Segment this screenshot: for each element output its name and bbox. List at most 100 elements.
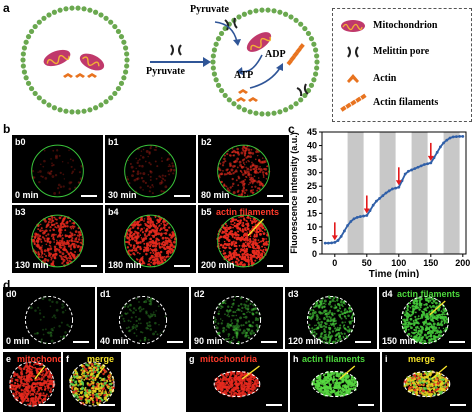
data-point <box>432 156 436 160</box>
tile-annotation: actin filaments <box>216 207 280 217</box>
data-point <box>435 150 439 154</box>
data-point <box>343 229 346 233</box>
event-arrowhead <box>427 155 434 161</box>
data-point <box>397 185 401 189</box>
scale-bar <box>267 265 283 267</box>
tile-label: f <box>66 354 69 364</box>
tile-time: 120 min <box>288 336 322 346</box>
mitochondrion-icon <box>246 32 272 52</box>
data-point <box>355 216 359 219</box>
tile-label: g <box>189 354 195 364</box>
actin-icon <box>347 74 359 83</box>
tile-annotation: actin filaments <box>302 354 366 364</box>
data-point <box>410 168 413 172</box>
y-tick-label: 0 <box>312 249 317 259</box>
data-point <box>375 199 378 203</box>
data-point <box>419 164 423 168</box>
micrograph-image <box>213 365 261 398</box>
adp-label: ADP <box>265 49 286 60</box>
x-tick-label: 150 <box>423 258 438 268</box>
tile-label: d2 <box>194 289 205 299</box>
micrograph-image <box>124 214 178 268</box>
scale-bar <box>266 404 282 406</box>
micrograph-b0: b0 0 min <box>12 135 103 203</box>
data-point <box>394 186 397 190</box>
micrograph-f: f merge <box>63 352 121 412</box>
panel-letter-d: d <box>3 278 11 292</box>
data-point <box>403 172 407 176</box>
data-point <box>445 138 449 142</box>
data-point <box>387 189 391 193</box>
micrograph-image <box>30 214 84 268</box>
data-point <box>423 163 426 166</box>
x-tick-label: 200 <box>455 258 470 268</box>
y-axis-label: Fluorescence intensity (a.u.) <box>289 132 299 254</box>
panel-letter-b: b <box>3 122 11 136</box>
micrograph-i: i merge <box>382 352 472 412</box>
scale-bar <box>449 341 465 343</box>
event-arrowhead <box>395 180 402 186</box>
micrograph-image <box>212 295 262 345</box>
y-tick-label: 35 <box>307 154 317 164</box>
x-tick-label: 50 <box>362 258 372 268</box>
melittin-pore-icon <box>296 83 309 97</box>
scale-bar <box>167 341 183 343</box>
micrograph-b1: b1 30 min <box>105 135 196 203</box>
data-point <box>451 135 455 139</box>
data-point <box>339 234 343 238</box>
micrograph-b5: b5 200 min actin filaments <box>198 205 289 273</box>
x-tick-label: 100 <box>391 258 406 268</box>
data-point <box>455 135 458 139</box>
y-tick-label: 20 <box>307 195 317 205</box>
scale-bar <box>99 404 115 406</box>
scale-bar <box>261 341 277 343</box>
tile-time: 30 min <box>108 190 137 200</box>
y-tick-label: 5 <box>312 235 317 245</box>
micrograph-b4: b4 180 min <box>105 205 196 273</box>
micrograph-d2: d2 90 min <box>191 287 283 349</box>
event-arrowhead <box>331 235 338 241</box>
micrograph-image <box>9 361 56 408</box>
tile-label: d4 <box>382 289 393 299</box>
data-point <box>413 167 417 170</box>
melittin-pore-icon <box>224 17 238 31</box>
pyruvate-label-top: Pyruvate <box>190 4 229 15</box>
tile-time: 180 min <box>108 260 142 270</box>
tile-label: d1 <box>100 289 111 299</box>
mitochondrion-icon <box>79 53 105 71</box>
tile-time: 150 min <box>382 336 416 346</box>
data-point <box>378 197 381 200</box>
data-point <box>349 220 353 223</box>
melittin-pore-icon <box>170 44 182 56</box>
tile-label: b1 <box>108 137 119 147</box>
legend-label-melittin: Melittin pore <box>373 46 430 57</box>
data-point <box>327 241 330 245</box>
scale-bar <box>174 195 190 197</box>
y-tick-label: 45 <box>307 127 317 137</box>
micrograph-d4: d4 150 min actin filaments <box>379 287 471 349</box>
micrograph-d1: d1 40 min <box>97 287 189 349</box>
micrograph-image <box>217 144 271 198</box>
tile-label: b3 <box>15 207 26 217</box>
data-point <box>426 162 429 166</box>
panel-letter-c: c <box>288 122 295 136</box>
data-point <box>359 215 362 218</box>
pyruvate-uptake-arrow <box>214 21 238 43</box>
legend-label-actin: Actin <box>373 73 397 84</box>
scale-bar <box>267 195 283 197</box>
melittin-pore-icon <box>347 46 359 58</box>
actin-icon <box>236 89 258 102</box>
actin-filament-icon <box>340 93 367 112</box>
fluorescence-chart: 0 50 100 150 200 0 5 10 15 20 25 30 35 40 45 Time (min)… <box>289 127 470 278</box>
tile-time: 200 min <box>201 260 235 270</box>
data-point <box>384 191 388 195</box>
event-arrowhead <box>363 208 370 214</box>
tile-time: 130 min <box>15 260 49 270</box>
x-tick-label: 0 <box>332 258 337 268</box>
data-point <box>333 240 337 244</box>
data-point <box>429 161 433 165</box>
y-tick-label: 15 <box>307 208 317 218</box>
scale-bar <box>81 195 97 197</box>
tile-annotation: merge <box>408 354 436 364</box>
micrograph-image <box>403 365 451 398</box>
